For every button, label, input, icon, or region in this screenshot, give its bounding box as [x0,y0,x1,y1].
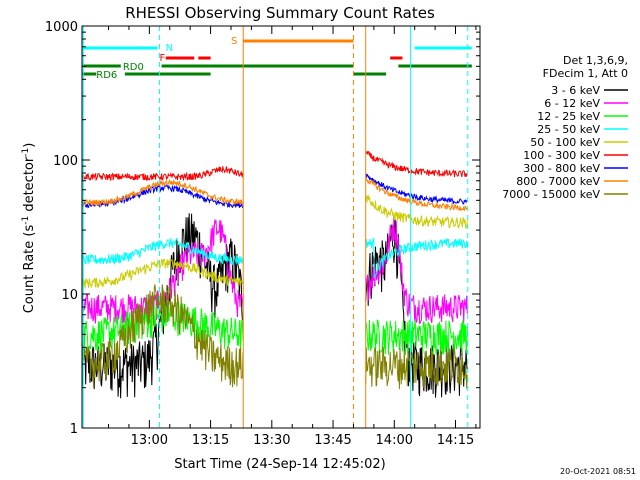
line-300-800kev-seg2 [365,173,468,205]
line-12-25kev-seg1 [81,301,244,354]
timestamp: 20-Oct-2021 08:51 [560,467,636,476]
flag-label-s: S [231,36,237,47]
legend-label: 50 - 100 keV [530,136,600,149]
legend-header-line: Det 1,3,6,9, [563,54,628,67]
line-7000-15000kev-seg1 [81,284,244,388]
legend-label: 25 - 50 keV [537,123,600,136]
flag-label-n: N [166,43,173,54]
x-tick-label: 13:00 [131,433,168,448]
legend-label: 6 - 12 keV [544,97,600,110]
line-12-25kev-seg2 [365,319,468,356]
flag-label-rd0: RD0 [123,62,144,73]
line-50-100kev-seg1 [81,258,244,289]
plot-area [81,150,468,399]
y-tick-label: 100 [53,154,78,169]
x-tick-label: 14:15 [437,433,474,448]
flag-label-rd6: RD6 [96,70,117,81]
y-axis-label: Count Rate (s-1 detector-1) [21,143,37,314]
line-300-800kev-seg1 [81,183,244,209]
line-800-7000kev-seg1 [81,178,244,207]
x-axis-label: Start Time (24-Sep-14 12:45:02) [174,457,385,472]
chart-title: RHESSI Observing Summary Count Rates [125,4,435,22]
line-100-300kev-seg1 [81,166,244,182]
flag-label-f: F [160,53,166,64]
x-tick-label: 13:15 [192,433,229,448]
line-7000-15000kev-seg2 [365,345,468,390]
observing-flags: NF S RD0 RD6 [82,26,472,428]
line-100-300kev-seg2 [365,150,468,178]
line-50-100kev-seg2 [365,194,468,230]
line-25-50kev-seg2 [365,237,468,279]
legend-label: 100 - 300 keV [523,149,600,162]
line-25-50kev-seg1 [81,237,244,266]
legend-label: 12 - 25 keV [537,110,600,123]
y-tick-label: 10 [61,288,78,303]
legend-label: 800 - 7000 keV [516,175,600,188]
line-3-6kev-seg2 [365,218,468,398]
x-tick-label: 13:30 [253,433,290,448]
legend-header-line: FDecim 1, Att 0 [543,67,628,80]
line-800-7000kev-seg2 [365,176,468,211]
axes: 1 10 100 1000 13:00 13:15 13:30 13:45 14:00 14:15 [45,20,481,448]
legend-label: 3 - 6 keV [551,84,600,97]
y-tick-label: 1000 [45,20,78,35]
x-tick-label: 13:45 [314,433,351,448]
legend-label: 300 - 800 keV [523,162,600,175]
plot-frame [81,25,481,429]
y-tick-label: 1 [70,422,78,437]
legend-label: 7000 - 15000 keV [502,188,600,201]
line-6-12kev-seg2 [365,214,468,325]
x-tick-label: 14:00 [376,433,413,448]
